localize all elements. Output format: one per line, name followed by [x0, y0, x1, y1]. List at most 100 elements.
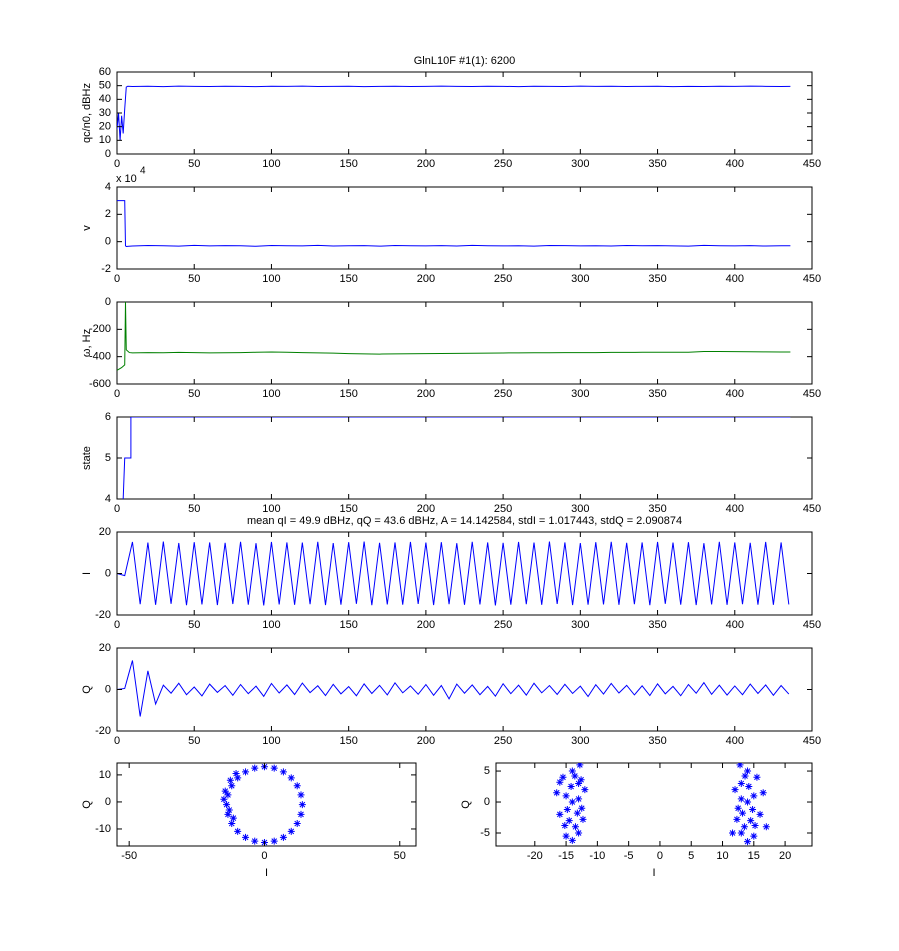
x-tick-label: 150	[339, 158, 357, 170]
x-tick-label: 150	[339, 503, 357, 515]
scatter-point	[747, 817, 755, 825]
y-tick-label: -400	[89, 351, 111, 363]
scatter-point	[297, 791, 305, 799]
scatter-point	[221, 787, 229, 795]
scatter-point	[745, 783, 753, 791]
y-tick-label: 4	[105, 493, 111, 505]
plot-area	[122, 417, 791, 499]
scatter-point	[573, 809, 581, 817]
x-tick-label: 300	[571, 273, 589, 285]
scatter-point	[232, 770, 240, 778]
x-tick-label: 350	[648, 158, 666, 170]
scatter-point	[242, 833, 250, 841]
y-tick-label: 0	[105, 683, 111, 695]
y-tick-label: 6	[105, 411, 111, 423]
x-tick-label: 350	[648, 503, 666, 515]
scatter-point	[734, 804, 742, 812]
scatter-point	[568, 798, 576, 806]
x-tick-label: 100	[262, 619, 280, 631]
x-tick-label: -15	[558, 850, 574, 862]
x-tick-label: 100	[262, 273, 280, 285]
y-tick-label: 0	[484, 796, 490, 808]
x-tick-label: 50	[188, 273, 200, 285]
y-axis-label: ω, Hz	[81, 329, 93, 357]
y-tick-label: 5	[484, 765, 490, 777]
y-axis-label: I	[81, 572, 93, 575]
x-tick-label: -50	[121, 850, 137, 862]
scatter-point	[737, 795, 745, 803]
x-tick-label: 50	[188, 388, 200, 400]
x-tick-label: 250	[494, 158, 512, 170]
scatter-point	[228, 782, 236, 790]
x-tick-label: 400	[726, 388, 744, 400]
scatter-point	[731, 786, 739, 794]
scatter-point	[224, 810, 232, 818]
axes-box	[116, 71, 813, 155]
x-tick-label: 300	[571, 619, 589, 631]
scatter-point	[251, 764, 259, 772]
axes-box	[116, 416, 813, 500]
y-axis-label: v	[81, 225, 93, 231]
x-tick-label: 250	[494, 619, 512, 631]
axes-box	[116, 647, 813, 732]
y-axis-label: qc/n0, dBHz	[81, 83, 93, 143]
scatter-point	[737, 779, 745, 787]
x-tick-label: 100	[262, 158, 280, 170]
x-tick-label: 350	[648, 273, 666, 285]
scatter-point	[279, 768, 287, 776]
y-tick-label: 0	[105, 296, 111, 308]
scatter-point	[750, 792, 758, 800]
y-axis-label: Q	[81, 800, 93, 809]
y-tick-label: 0	[105, 236, 111, 248]
x-tick-label: 20	[779, 850, 791, 862]
x-tick-label: -10	[589, 850, 605, 862]
x-tick-label: 400	[726, 273, 744, 285]
scatter-point	[556, 778, 564, 786]
scatter-point	[753, 773, 761, 781]
scatter-point	[559, 773, 567, 781]
scatter-point	[740, 823, 748, 831]
scatter-point	[553, 789, 561, 797]
scatter-point	[225, 806, 233, 814]
y-tick-label: 2	[105, 208, 111, 220]
scatter-point	[234, 774, 242, 782]
scatter-point	[279, 833, 287, 841]
scatter-point	[571, 823, 579, 831]
x-tick-label: 200	[417, 503, 435, 515]
y-tick-label: 0	[105, 796, 111, 808]
plot-area	[117, 200, 791, 247]
scatter-point	[229, 814, 237, 822]
y-axis-label: Q	[460, 800, 472, 809]
x-tick-label: 150	[339, 388, 357, 400]
x-tick-label: 200	[417, 388, 435, 400]
scatter-point	[577, 776, 585, 784]
x-tick-label: 50	[188, 503, 200, 515]
y-tick-label: -200	[89, 323, 111, 335]
scatter-point	[223, 801, 231, 809]
axes-box	[116, 762, 417, 847]
x-tick-label: 450	[803, 158, 821, 170]
exponent: 4	[140, 166, 146, 177]
x-tick-label: 300	[571, 388, 589, 400]
x-tick-label: 200	[417, 273, 435, 285]
scatter-point	[297, 810, 305, 818]
x-tick-label: 250	[494, 735, 512, 747]
scatter-point	[565, 817, 573, 825]
scatter-point	[581, 786, 589, 794]
scatter-point	[568, 767, 576, 775]
scatter-point	[571, 772, 579, 780]
scatter-point	[563, 805, 571, 813]
x-tick-label: 50	[188, 735, 200, 747]
y-tick-label: 10	[99, 769, 111, 781]
chart-title: mean qI = 49.9 dBHz, qQ = 43.6 dBHz, A =…	[247, 515, 682, 527]
scatter-point	[226, 776, 234, 784]
x-tick-label: 300	[571, 158, 589, 170]
scatter-point	[251, 837, 259, 845]
x-tick-label: 100	[262, 388, 280, 400]
y-tick-label: 0	[105, 148, 111, 160]
y-tick-label: 50	[99, 80, 111, 92]
x-tick-label: 50	[394, 850, 406, 862]
y-tick-label: -5	[480, 827, 490, 839]
scatter-point	[576, 763, 584, 769]
